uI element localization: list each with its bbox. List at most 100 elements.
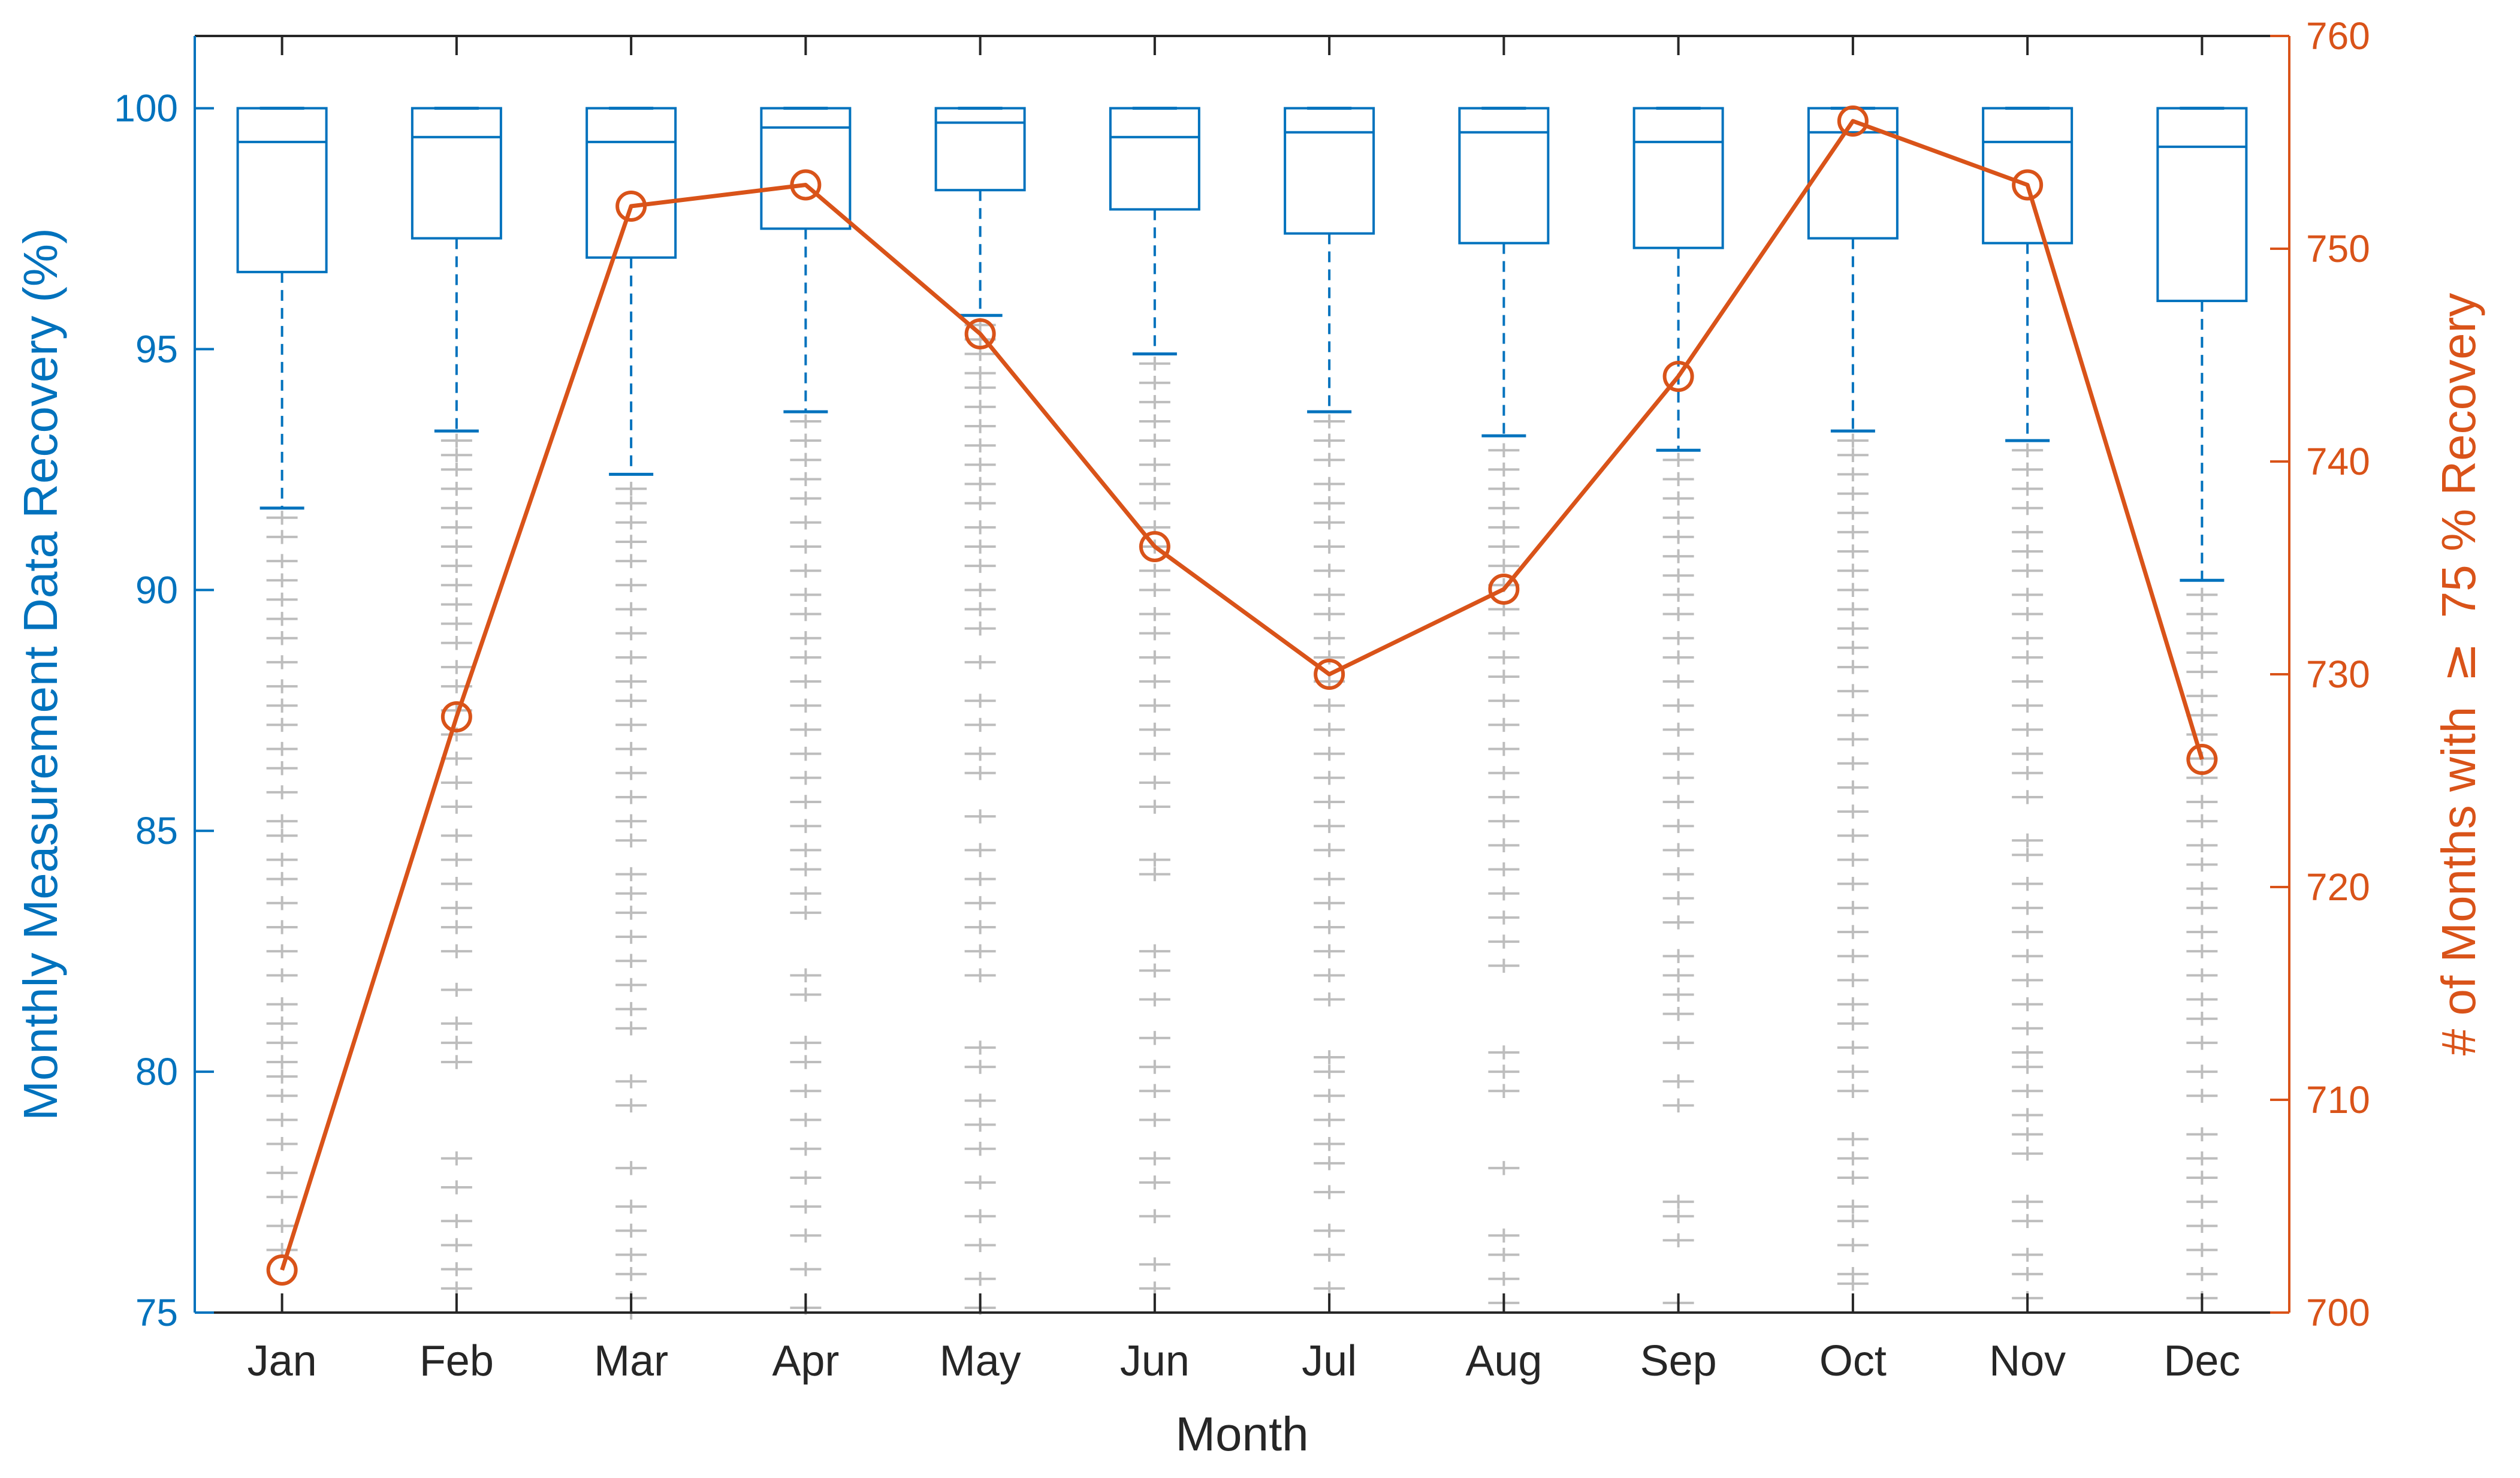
outlier-marker [1837, 486, 1869, 501]
outlier-marker [964, 400, 996, 414]
boxes-layer [236, 107, 2248, 582]
outlier-marker [266, 655, 298, 669]
outlier-marker [2186, 727, 2218, 742]
outlier-marker [1662, 453, 1694, 467]
outlier-marker [1488, 626, 1520, 641]
outlier-marker [1139, 1209, 1170, 1223]
outlier-marker [790, 698, 822, 713]
right-y-tick-label: 720 [2306, 865, 2370, 909]
outlier-marker [1662, 674, 1694, 689]
outlier-marker [1662, 1195, 1694, 1209]
outlier-marker [615, 1199, 647, 1214]
outlier-marker [1488, 500, 1520, 515]
outlier-marker [1488, 958, 1520, 973]
outlier-marker [964, 896, 996, 910]
outlier-marker [2012, 1247, 2044, 1262]
outlier-marker [1837, 621, 1869, 636]
outlier-marker [1837, 1151, 1869, 1166]
series-point [1662, 361, 1694, 392]
outlier-marker [440, 1262, 472, 1277]
outlier-marker [2012, 631, 2044, 646]
outlier-marker [790, 1262, 822, 1277]
outlier-marker [266, 1055, 298, 1069]
outlier-marker [440, 1151, 472, 1166]
outlier-marker [1837, 1171, 1869, 1185]
outlier-marker [790, 1084, 822, 1098]
outlier-marker [615, 1074, 647, 1088]
outlier-marker [1314, 968, 1345, 983]
outlier-marker [266, 631, 298, 646]
outlier-marker [1837, 1199, 1869, 1214]
outlier-marker [2012, 650, 2044, 665]
outlier-marker [440, 1238, 472, 1253]
right-y-tick-label: 700 [2306, 1291, 2370, 1334]
outlier-marker [1314, 607, 1345, 622]
line-layer [266, 105, 2218, 1286]
outlier-marker [266, 852, 298, 867]
outlier-marker [1488, 1228, 1520, 1243]
outlier-marker [1662, 1074, 1694, 1088]
left-y-tick-label: 85 [135, 809, 178, 852]
outlier-marker [1488, 910, 1520, 925]
outlier-marker [790, 906, 822, 920]
outlier-marker [2012, 833, 2044, 847]
outlier-marker [2186, 1151, 2218, 1166]
outlier-marker [1139, 1175, 1170, 1190]
outlier-marker [1314, 771, 1345, 785]
left-y-axis-label: Monthly Measurement Data Recovery (%) [14, 228, 67, 1120]
outlier-marker [440, 578, 472, 593]
outlier-marker [266, 1218, 298, 1233]
left-y-tick-label: 95 [135, 327, 178, 370]
right-y-axis-label: # of Months with ≥ 75 % Recovery [2431, 293, 2486, 1055]
outlier-marker [790, 1171, 822, 1185]
outlier-marker [615, 578, 647, 593]
outlier-marker [1314, 992, 1345, 1007]
outlier-marker [440, 920, 472, 934]
outlier-marker [790, 674, 822, 689]
outlier-marker [1139, 356, 1170, 371]
outlier-marker [440, 800, 472, 814]
outlier-marker [1314, 414, 1345, 429]
outlier-marker [1662, 698, 1694, 713]
outlier-marker [1314, 1223, 1345, 1238]
outlier-marker [1662, 530, 1694, 544]
outlier-marker [790, 491, 822, 506]
outlier-marker [790, 1036, 822, 1050]
outlier-marker [2186, 814, 2218, 828]
outlier-marker [1139, 776, 1170, 790]
outlier-marker [1488, 790, 1520, 804]
outlier-marker [1837, 901, 1869, 915]
outlier-marker [790, 472, 822, 487]
outlier-marker [266, 592, 298, 607]
outlier-marker [2012, 876, 2044, 891]
outlier-marker [2012, 462, 2044, 477]
box-iqr [236, 107, 328, 273]
outlier-marker [1488, 934, 1520, 949]
outlier-marker [1488, 481, 1520, 496]
outlier-marker [1837, 876, 1869, 891]
outlier-marker [615, 626, 647, 641]
outlier-marker [2012, 1214, 2044, 1228]
outlier-marker [1314, 1088, 1345, 1103]
outlier-marker [964, 944, 996, 958]
outlier-marker [964, 871, 996, 886]
outlier-marker [790, 886, 822, 901]
outlier-marker [964, 693, 996, 708]
outlier-marker [615, 1247, 647, 1262]
outlier-marker [1837, 1040, 1869, 1055]
outlier-marker [2012, 847, 2044, 862]
outlier-marker [1488, 1064, 1520, 1079]
outlier-marker [2012, 766, 2044, 780]
outlier-marker [1488, 741, 1520, 756]
outlier-marker [615, 930, 647, 944]
outlier-marker [2012, 544, 2044, 559]
outlier-marker [1837, 973, 1869, 988]
outlier-marker [1837, 756, 1869, 771]
outlier-marker [266, 1069, 298, 1084]
outlier-marker [790, 539, 822, 554]
outlier-marker [1662, 1098, 1694, 1113]
outlier-marker [964, 496, 996, 511]
outlier-marker [1837, 925, 1869, 939]
outlier-marker [2186, 646, 2218, 660]
outlier-marker [790, 1228, 822, 1243]
